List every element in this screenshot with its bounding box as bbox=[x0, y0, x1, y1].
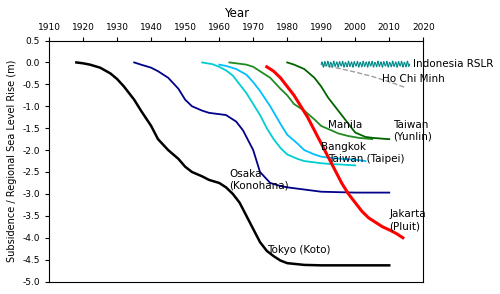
Text: Ho Chi Minh: Ho Chi Minh bbox=[382, 74, 445, 84]
Text: Bangkok: Bangkok bbox=[321, 142, 366, 152]
Text: Manila: Manila bbox=[328, 120, 362, 130]
Text: Taiwan (Taipei): Taiwan (Taipei) bbox=[328, 154, 404, 164]
Y-axis label: Subsidence / Regional Sea Level Rise (m): Subsidence / Regional Sea Level Rise (m) bbox=[7, 60, 17, 262]
X-axis label: Year: Year bbox=[224, 7, 249, 20]
Text: Osaka
(Konohana): Osaka (Konohana) bbox=[230, 169, 289, 191]
Text: Indonesia RSLR: Indonesia RSLR bbox=[413, 59, 494, 69]
Text: Tokyo (Koto): Tokyo (Koto) bbox=[267, 245, 330, 255]
Text: Jakarta
(Pluit): Jakarta (Pluit) bbox=[389, 209, 426, 231]
Text: Taiwan
(Yunlin): Taiwan (Yunlin) bbox=[392, 120, 432, 141]
